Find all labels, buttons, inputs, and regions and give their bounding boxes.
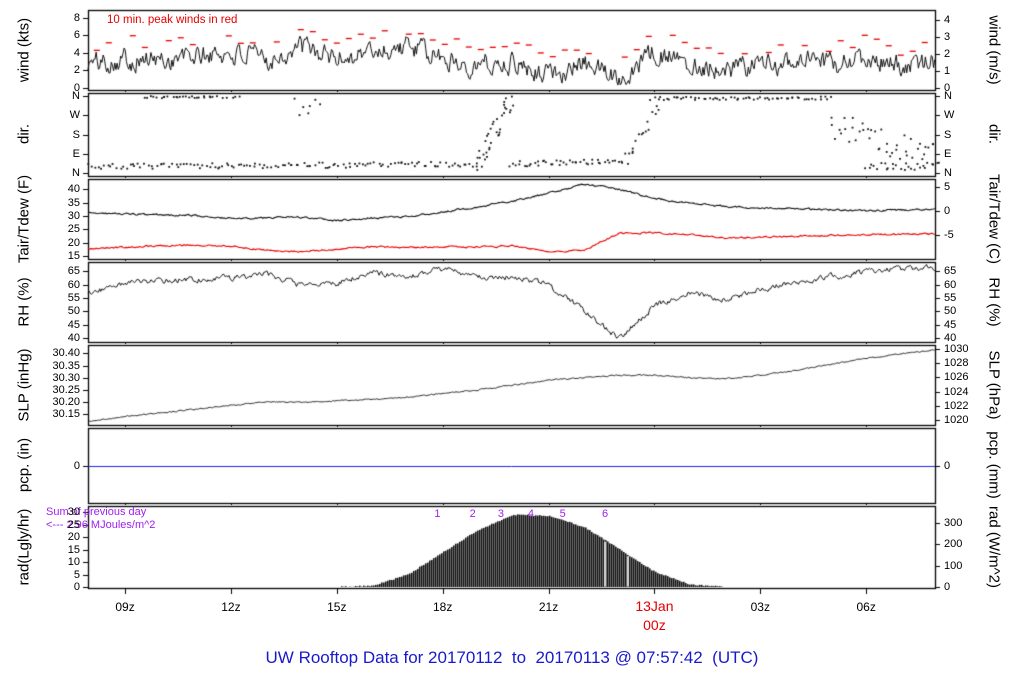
tick-label: 30.35 <box>52 359 80 372</box>
tick-label: W <box>69 109 80 122</box>
tick-label: 30.25 <box>52 383 80 396</box>
tick-label: E <box>944 147 952 160</box>
tick-label: 0 <box>944 81 951 94</box>
tick-label: 8 <box>73 11 80 24</box>
tick-label: 4 <box>944 13 951 26</box>
tick-label: 50 <box>944 305 957 318</box>
tick-label: 15 <box>67 250 80 263</box>
tick-label: 300 <box>944 516 963 529</box>
tick-label: W <box>944 109 955 122</box>
x-axis-label: 12z <box>221 600 241 614</box>
radiation-sum-note: Sum of previous day <--- 2.96 MJoules/m^… <box>46 506 155 532</box>
tick-label: 65 <box>944 265 957 278</box>
radiation-hour-marker: 5 <box>559 508 566 520</box>
tick-label: 100 <box>944 559 963 572</box>
tick-label: 55 <box>67 292 80 304</box>
tick-label: 40 <box>67 183 80 196</box>
tick-label: 20 <box>67 531 80 544</box>
tick-label: 0 <box>944 204 951 217</box>
tick-label: -5 <box>944 228 954 241</box>
tick-label: 50 <box>67 305 80 318</box>
tick-label: 55 <box>944 292 957 304</box>
tick-label: 1 <box>944 64 951 77</box>
tick-label: 5 <box>73 568 80 581</box>
x-axis-label: 09z <box>115 600 135 614</box>
tick-label: 40 <box>944 332 957 344</box>
x-axis-label: 21z <box>538 600 559 614</box>
tick-label: S <box>944 128 952 141</box>
tick-label: 2 <box>944 47 951 60</box>
tick-label: 1028 <box>944 357 969 370</box>
tick-label: 45 <box>67 318 80 331</box>
radiation-sum-note-line1: Sum of previous day <box>46 506 147 518</box>
tick-label: 65 <box>67 265 80 278</box>
tick-label: 60 <box>67 278 80 291</box>
radiation-hour-marker: 2 <box>469 508 476 520</box>
tick-label: N <box>72 89 80 102</box>
radiation-hour-marker: 1 <box>434 508 441 520</box>
tick-label: 4 <box>73 46 80 59</box>
tick-label: 30.20 <box>52 395 80 408</box>
tick-label: 25 <box>67 518 80 531</box>
tick-label: 35 <box>67 196 80 209</box>
x-axis-label: 03z <box>750 600 770 614</box>
tick-label: 0 <box>944 459 951 472</box>
x-axis-label: 15z <box>327 600 347 614</box>
tick-label: 2 <box>73 64 80 77</box>
tick-label: 0 <box>73 81 80 94</box>
tick-label: 6 <box>73 29 80 42</box>
tick-label: 60 <box>944 278 957 291</box>
tick-label: S <box>72 128 80 141</box>
tick-label: 1026 <box>944 371 969 384</box>
tick-label: 40 <box>67 332 80 344</box>
tick-label: N <box>72 167 80 180</box>
tick-label: 1024 <box>944 385 969 398</box>
peak-winds-note: 10 min. peak winds in red <box>107 14 238 26</box>
radiation-hour-marker: 3 <box>497 508 504 520</box>
tick-label: N <box>944 89 952 102</box>
tick-label: 15 <box>67 543 80 556</box>
x-axis-label: 06z <box>856 600 876 614</box>
x-axis-label-date-highlight: 13Jan <box>635 598 674 614</box>
tick-label: N <box>944 167 952 180</box>
radiation-hour-marker: 6 <box>601 508 609 520</box>
tick-label: 30.15 <box>52 408 80 421</box>
tick-label: 30.30 <box>52 371 80 384</box>
tick-label: 10 <box>67 556 80 569</box>
tick-label: 30 <box>67 506 80 519</box>
tick-label: E <box>72 147 80 160</box>
radiation-hour-marker: 4 <box>527 508 534 520</box>
x-axis-label: 18z <box>432 600 453 614</box>
tick-label: 5 <box>944 180 951 193</box>
figure-title: UW Rooftop Data for 20170112 to 20170113… <box>265 648 759 667</box>
tick-label: 45 <box>944 318 957 331</box>
radiation-sum-note-line2: <--- 2.96 MJoules/m^2 <box>46 519 156 531</box>
tick-label: 200 <box>944 538 963 551</box>
tick-label: 30.40 <box>52 347 80 360</box>
x-axis-label-date-highlight: 00z <box>643 617 666 633</box>
tick-label: 0 <box>73 581 80 593</box>
tick-label: 25 <box>67 223 80 236</box>
tick-label: 3 <box>944 30 951 43</box>
tick-label: 1030 <box>944 342 969 355</box>
tick-label: 1020 <box>944 414 969 427</box>
tick-label: 1022 <box>944 400 969 413</box>
tick-label: 0 <box>944 581 951 593</box>
tick-label: 0 <box>73 459 80 472</box>
tick-label: 30 <box>67 210 80 223</box>
tick-label: 20 <box>67 236 80 249</box>
